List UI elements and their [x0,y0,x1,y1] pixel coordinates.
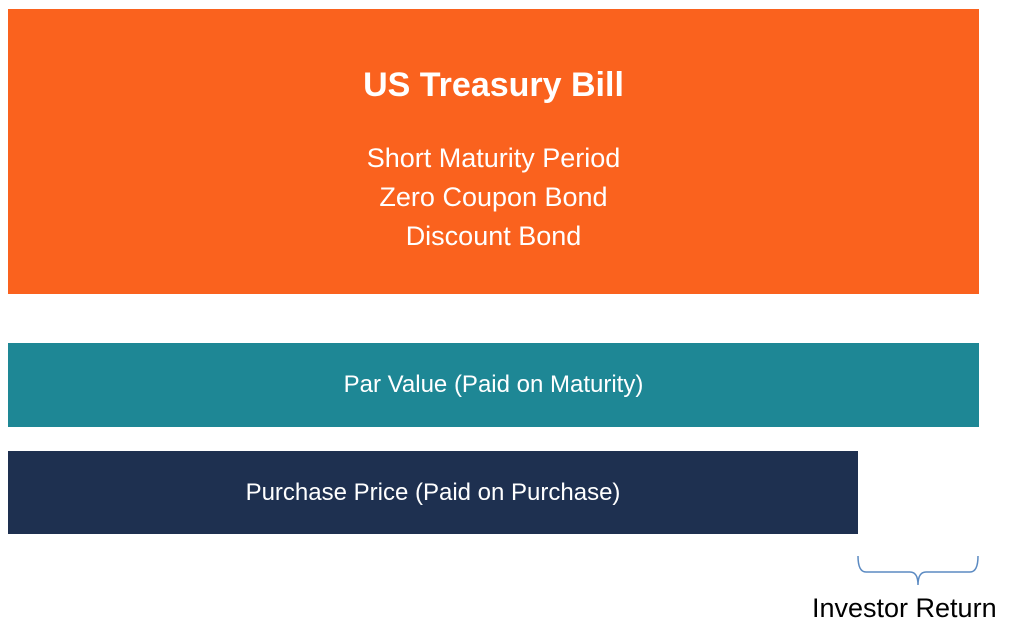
par-value-bar: Par Value (Paid on Maturity) [8,343,979,427]
feature-item: Discount Bond [405,221,582,251]
investor-return-bracket-icon [857,555,979,586]
feature-item: Zero Coupon Bond [379,182,608,212]
purchase-price-bar: Purchase Price (Paid on Purchase) [8,451,858,534]
par-value-label: Par Value (Paid on Maturity) [343,371,644,398]
feature-list: Short Maturity Period Zero Coupon Bond D… [8,139,979,256]
header-title: US Treasury Bill [363,66,624,104]
treasury-bill-header-block: US Treasury Bill Short Maturity Period Z… [8,9,979,294]
investor-return-label: Investor Return [812,593,997,623]
purchase-price-label: Purchase Price (Paid on Purchase) [245,478,621,506]
feature-item: Short Maturity Period [366,143,621,173]
